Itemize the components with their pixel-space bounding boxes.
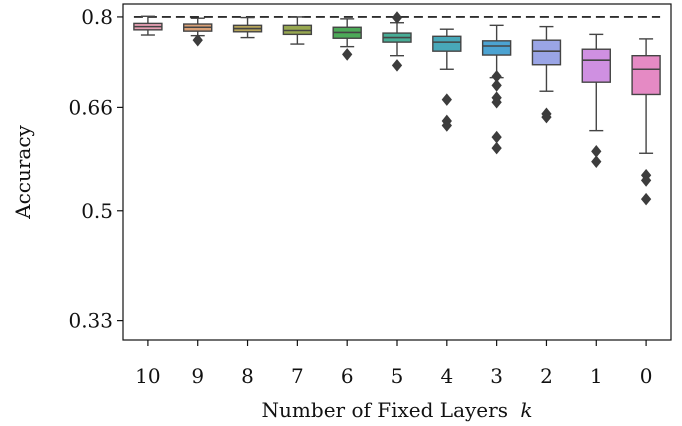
outlier-point (640, 192, 652, 206)
box-group-7 (282, 16, 313, 45)
outlier-point (391, 11, 403, 24)
x-axis-label: Number of Fixed Layers k (262, 398, 533, 422)
outlier-point (541, 110, 552, 124)
box (631, 54, 661, 96)
box-group-8 (232, 16, 263, 39)
x-tick-label: 4 (440, 364, 453, 388)
box-group-4 (432, 28, 462, 132)
box (481, 40, 512, 56)
outlier-point (491, 130, 502, 144)
x-tick-label: 5 (391, 364, 404, 388)
outlier-point (491, 141, 502, 155)
y-tick-label: 0.33 (68, 309, 113, 333)
x-axis-label-variable: k (520, 398, 532, 422)
box-group-9 (183, 17, 213, 47)
y-tick-label: 0.5 (81, 199, 113, 223)
outlier-point (591, 145, 602, 158)
x-tick-label: 3 (490, 364, 503, 388)
x-tick-label: 6 (341, 364, 354, 388)
box-group-0 (631, 38, 661, 206)
outlier-point (441, 93, 452, 106)
outlier-point (342, 48, 353, 61)
outlier-point (491, 95, 502, 109)
outlier-point (640, 174, 652, 187)
box (531, 39, 562, 66)
axes: 0.330.50.660.810 9 8 7 6 5 4 3 2 1 0 (68, 3, 672, 388)
box-group-1 (581, 33, 611, 168)
x-tick-label: 9 (191, 364, 204, 388)
plot-area (133, 11, 661, 206)
box-group-2 (531, 25, 562, 124)
x-axis-label-text: Number of Fixed Layers (262, 398, 508, 422)
outlier-point (591, 155, 602, 168)
outlier-point (441, 119, 452, 132)
x-tick-label: 10 (135, 364, 160, 388)
box-group-10 (133, 15, 163, 36)
y-tick-label: 0.8 (81, 5, 113, 29)
box-group-3 (481, 24, 512, 155)
box-group-6 (332, 18, 362, 61)
outlier-point (491, 79, 502, 92)
outlier-point (192, 33, 203, 47)
x-tick-label: 8 (241, 364, 254, 388)
y-axis-label: Accuracy (11, 124, 35, 219)
x-tick-label: 1 (590, 364, 603, 388)
box (581, 48, 611, 83)
x-tick-label: 2 (540, 364, 553, 388)
box (432, 35, 462, 52)
box-group-5 (382, 11, 412, 72)
x-tick-label: 7 (291, 364, 304, 388)
outlier-point (391, 59, 403, 72)
y-tick-label: 0.66 (68, 95, 113, 119)
x-tick-label: 0 (640, 364, 653, 388)
